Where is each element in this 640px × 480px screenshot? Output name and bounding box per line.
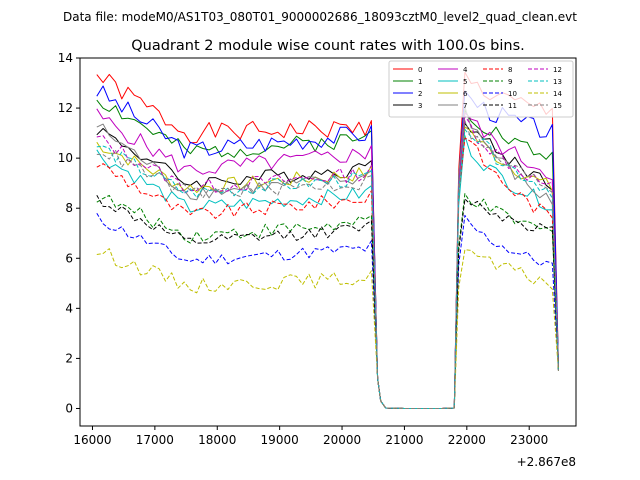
legend-label-15: 15 xyxy=(553,102,562,110)
legend-label-3: 3 xyxy=(418,102,422,110)
chart-suptitle: Data file: modeM0/AS1T03_080T01_90000026… xyxy=(63,10,577,24)
x-tick-label: 22000 xyxy=(448,433,486,447)
series-line-12 xyxy=(96,115,559,409)
y-tick-label: 2 xyxy=(65,351,73,365)
legend-label-0: 0 xyxy=(418,66,422,74)
legend-label-13: 13 xyxy=(553,78,562,86)
x-tick-label: 19000 xyxy=(261,433,299,447)
y-tick-label: 14 xyxy=(58,51,73,65)
x-tick-label: 16000 xyxy=(73,433,111,447)
legend-frame xyxy=(388,60,574,118)
y-tick-label: 6 xyxy=(65,251,73,265)
y-tick-label: 10 xyxy=(58,151,73,165)
series-line-14 xyxy=(96,248,559,409)
series-line-15 xyxy=(96,120,559,409)
plot-frame xyxy=(79,57,577,427)
x-tick-label: 20000 xyxy=(323,433,361,447)
legend-label-14: 14 xyxy=(553,90,562,98)
legend-label-10: 10 xyxy=(508,90,517,98)
x-tick-label: 17000 xyxy=(136,433,174,447)
legend-label-5: 5 xyxy=(463,78,467,86)
x-tick-label: 18000 xyxy=(198,433,236,447)
legend-label-2: 2 xyxy=(418,90,422,98)
series-line-4 xyxy=(96,108,559,409)
series-line-11 xyxy=(96,194,559,409)
series-line-8 xyxy=(96,137,559,409)
series-line-13 xyxy=(96,129,559,409)
series-line-3 xyxy=(96,122,559,409)
series-line-9 xyxy=(96,193,559,409)
x-tick-label: 21000 xyxy=(385,433,423,447)
legend-label-6: 6 xyxy=(463,90,468,98)
series-layer xyxy=(96,71,559,409)
y-tick-label: 8 xyxy=(65,201,73,215)
legend-label-7: 7 xyxy=(463,102,467,110)
y-tick-label: 4 xyxy=(65,301,73,315)
y-tick-label: 0 xyxy=(65,401,73,415)
series-line-10 xyxy=(96,212,559,409)
y-tick-label: 12 xyxy=(58,101,73,115)
chart-title: Quadrant 2 module wise count rates with … xyxy=(131,38,525,54)
legend-label-11: 11 xyxy=(508,102,517,110)
x-axis: 16000 17000 18000 19000 20000 21000 22000 23000 xyxy=(73,426,548,447)
legend-label-4: 4 xyxy=(463,66,468,74)
legend-label-1: 1 xyxy=(418,78,422,86)
x-offset-label: +2.867e8 xyxy=(517,455,576,469)
x-tick-label: 23000 xyxy=(510,433,548,447)
legend-label-8: 8 xyxy=(508,66,512,74)
legend-label-12: 12 xyxy=(553,66,562,74)
series-line-7 xyxy=(96,106,559,409)
y-axis: 0 2 4 6 8 10 12 14 xyxy=(58,51,80,415)
series-line-1 xyxy=(96,99,559,409)
series-line-5 xyxy=(96,135,559,409)
legend-label-9: 9 xyxy=(508,78,512,86)
